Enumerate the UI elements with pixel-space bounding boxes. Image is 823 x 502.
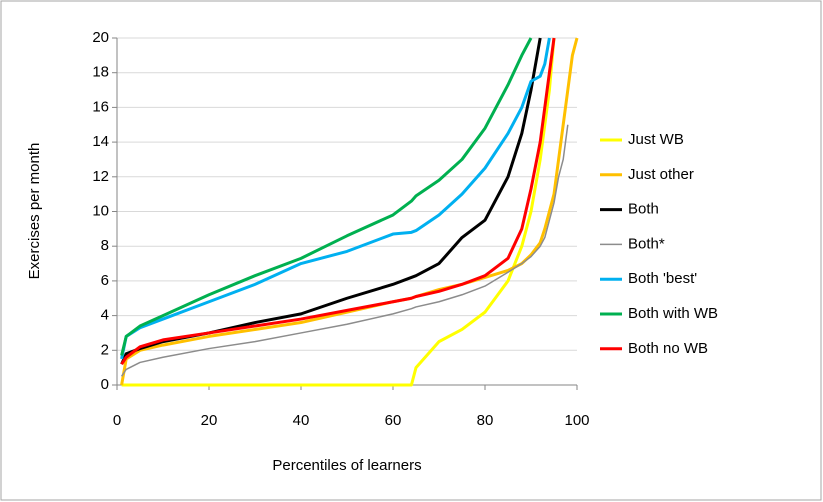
series-line [120, 37, 556, 366]
series-line [120, 37, 551, 360]
x-tick-label: 0 [113, 412, 121, 429]
y-tick-label: 2 [101, 341, 109, 358]
y-tick-label: 18 [92, 64, 109, 81]
y-tick-label: 0 [101, 376, 109, 393]
x-tick-label: 80 [477, 412, 494, 429]
x-tick-label: 60 [385, 412, 402, 429]
legend-label: Just WB [628, 131, 684, 148]
legend: Just WB Just other Both Both* Both 'best' Bot… [600, 131, 718, 357]
y-tick-label: 10 [92, 202, 109, 219]
series-line [120, 37, 542, 365]
y-tick-label: 6 [101, 272, 109, 289]
y-tick-label: 4 [101, 307, 109, 324]
series-line [120, 124, 569, 377]
legend-label: Both no WB [628, 340, 708, 357]
y-tick-label: 12 [92, 168, 109, 185]
y-tick-label: 8 [101, 237, 109, 254]
series-line [121, 37, 556, 387]
plot [120, 37, 579, 387]
legend-label: Just other [628, 166, 694, 183]
x-tick-label: 100 [564, 412, 589, 429]
grid: 0 2 4 6 8 10 12 14 16 18 20 0 20 40 60 80 100 [92, 29, 589, 429]
legend-label: Both 'best' [628, 270, 697, 287]
legend-label: Both [628, 201, 659, 218]
y-tick-label: 20 [92, 29, 109, 46]
x-tick-label: 20 [201, 412, 218, 429]
x-tick-label: 40 [293, 412, 310, 429]
series-line [120, 37, 533, 356]
y-tick-label: 16 [92, 98, 109, 115]
legend-label: Both with WB [628, 305, 718, 322]
y-tick-label: 14 [92, 133, 109, 150]
legend-label: Both* [628, 235, 665, 252]
y-axis-title: Exercises per month [26, 143, 43, 280]
x-axis-title: Percentiles of learners [272, 457, 421, 474]
